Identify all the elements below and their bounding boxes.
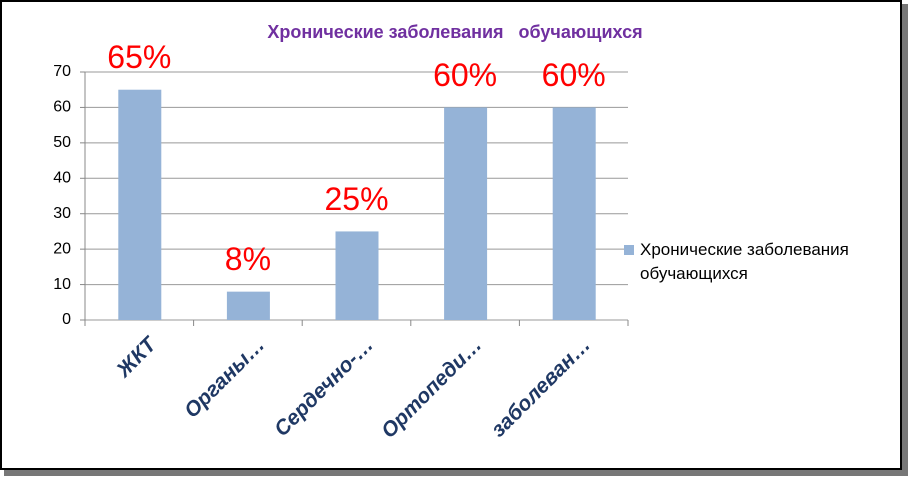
legend: Хронические заболевания обучающихся [624,238,890,286]
y-tick-label: 0 [62,311,71,328]
y-tick-label: 20 [53,240,71,257]
frame-shadow [4,470,907,476]
data-label: 65% [107,39,171,75]
bar [335,231,379,320]
y-tick-label: 30 [53,205,71,222]
data-label: 60% [433,57,497,93]
y-tick-label: 70 [53,63,71,80]
y-tick-label: 10 [53,276,71,293]
data-label: 60% [542,57,606,93]
bar [118,89,162,320]
frame-shadow [902,4,908,476]
chart-title: Хронические заболевания обучающихся [267,22,642,42]
y-tick-label: 50 [53,134,71,151]
data-label: 25% [324,181,388,217]
bar [552,107,596,320]
legend-label: Хронические заболевания обучающихся [640,240,849,283]
y-tick-label: 40 [53,170,71,187]
data-label: 8% [225,241,271,277]
y-tick-label: 60 [53,99,71,116]
bar [444,107,488,320]
legend-swatch [624,245,634,255]
bar [226,291,270,320]
